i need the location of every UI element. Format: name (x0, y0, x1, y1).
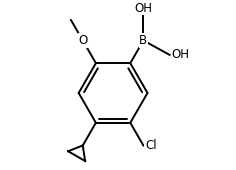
Text: B: B (139, 34, 148, 47)
Text: OH: OH (171, 48, 189, 61)
Text: Cl: Cl (145, 139, 157, 152)
Text: O: O (78, 34, 87, 47)
Text: OH: OH (134, 2, 152, 15)
